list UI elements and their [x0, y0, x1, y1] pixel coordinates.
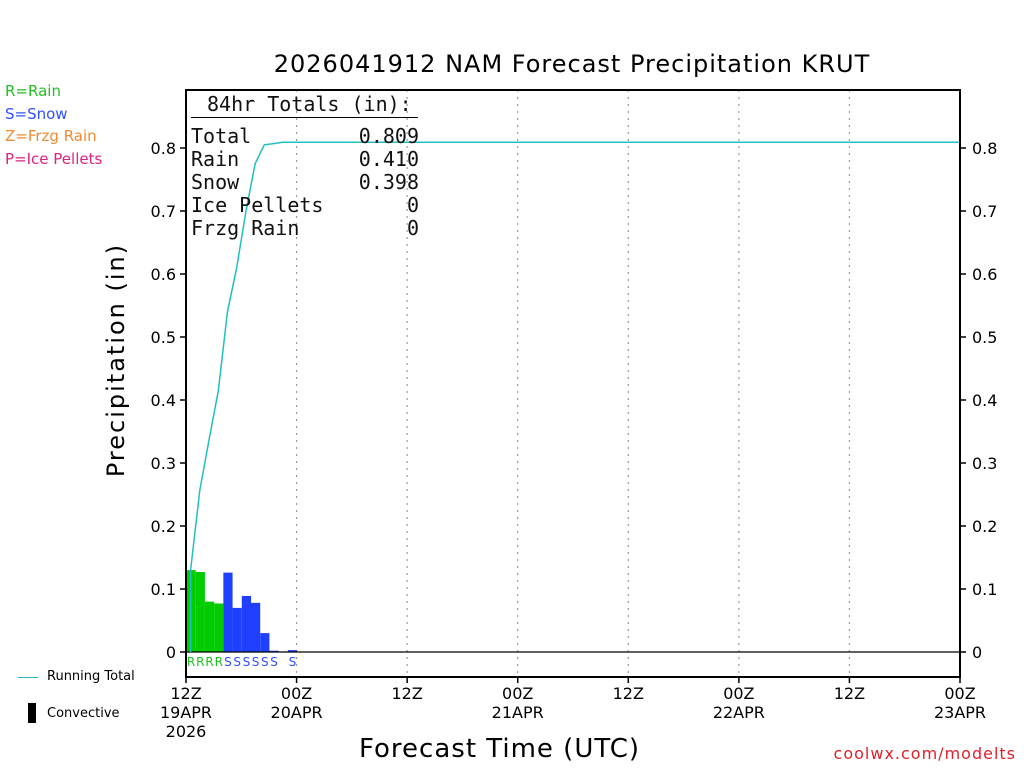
totals-row-snow: Snow 0.398 — [191, 170, 419, 194]
y-tick-label-right: 0.7 — [972, 202, 997, 221]
y-axis-label: Precipitation (in) — [102, 242, 130, 478]
legend-rain: R=Rain — [5, 82, 61, 100]
x-tick-label: 12Z — [170, 684, 201, 703]
running-total-legend-line — [18, 677, 38, 678]
x-tick-label: 23APR — [934, 703, 986, 722]
precip-bar — [241, 595, 251, 652]
precip-bar — [251, 602, 261, 652]
precip-type-letter: S — [289, 655, 297, 669]
x-tick-label: 00Z — [281, 684, 312, 703]
precip-type-letter: S — [270, 655, 278, 669]
x-tick-label: 12Z — [834, 684, 865, 703]
totals-value: 0.809 — [358, 124, 419, 148]
y-tick-label-right: 0.5 — [972, 328, 997, 347]
precip-bar — [223, 572, 233, 652]
y-tick-label-left: 0.1 — [151, 580, 176, 599]
totals-value: 0.398 — [358, 170, 419, 194]
totals-header: 84hr Totals (in): — [207, 92, 412, 116]
totals-value: 0.410 — [358, 147, 419, 171]
source-credit: coolwx.com/modelts — [833, 744, 1016, 763]
precip-bar — [269, 650, 279, 652]
y-tick-label-left: 0.2 — [151, 517, 176, 536]
totals-value: 0 — [406, 193, 419, 217]
totals-name: Rain — [191, 147, 240, 171]
x-tick-label: 00Z — [502, 684, 533, 703]
precip-type-legend: R=Rain S=Snow Z=Frzg Rain P=Ice Pellets — [5, 80, 102, 170]
running-total-line — [189, 141, 960, 652]
precip-type-letter: R — [196, 655, 204, 669]
y-tick-label-left: 0.3 — [151, 454, 176, 473]
legend-snow: S=Snow — [5, 104, 68, 123]
totals-row-ice-pellets: Ice Pellets 0 — [191, 193, 419, 217]
totals-row-rain: Rain 0.410 — [191, 147, 419, 171]
y-tick-label-right: 0.1 — [972, 580, 997, 599]
legend-ice-pellets: P=Ice Pellets — [5, 149, 103, 168]
totals-row-total: Total 0.809 — [191, 124, 419, 148]
running-total-legend-label: Running Total — [47, 669, 135, 684]
x-tick-label: 20APR — [271, 703, 323, 722]
precip-type-letter: S — [224, 655, 232, 669]
precip-type-letter: R — [215, 655, 223, 669]
y-tick-label-right: 0.8 — [972, 139, 997, 158]
y-tick-label-left: 0 — [166, 643, 176, 662]
y-tick-label-right: 0 — [972, 643, 982, 662]
precip-bar — [204, 601, 215, 652]
totals-value: 0 — [406, 216, 419, 240]
plot-frame — [185, 89, 961, 678]
y-tick-label-left: 0.5 — [151, 328, 176, 347]
x-tick-label: 12Z — [613, 684, 644, 703]
x-tick-label: 21APR — [492, 703, 544, 722]
convective-legend-swatch — [28, 703, 36, 723]
totals-underline — [191, 117, 418, 118]
precip-type-letter: R — [205, 655, 213, 669]
totals-name: Snow — [191, 170, 240, 194]
precip-bar — [287, 650, 298, 652]
y-tick-label-left: 0.7 — [151, 202, 176, 221]
x-axis-label: Forecast Time (UTC) — [359, 734, 641, 764]
y-tick-label-right: 0.4 — [972, 391, 997, 410]
precip-type-letter: S — [261, 655, 269, 669]
y-tick-label-left: 0.4 — [151, 391, 176, 410]
x-tick-label: 00Z — [723, 684, 754, 703]
y-tick-label-left: 0.6 — [151, 265, 176, 284]
precip-bar — [260, 633, 270, 652]
y-tick-label-right: 0.6 — [972, 265, 997, 284]
x-tick-label: 12Z — [391, 684, 422, 703]
chart-title: 2026041912 NAM Forecast Precipitation KR… — [273, 50, 871, 78]
y-tick-label-right: 0.3 — [972, 454, 997, 473]
precip-type-letter: R — [187, 655, 195, 669]
x-tick-label: 00Z — [944, 684, 975, 703]
precip-type-letter: S — [252, 655, 260, 669]
totals-name: Total — [191, 124, 252, 148]
precip-bar — [214, 603, 224, 652]
x-tick-label: 22APR — [713, 703, 765, 722]
precip-bar — [195, 571, 205, 652]
totals-name: Ice Pellets — [191, 193, 324, 217]
x-tick-label: 19APR — [160, 703, 212, 722]
legend-freezing-rain: Z=Frzg Rain — [5, 127, 97, 145]
y-tick-label-left: 0.8 — [151, 139, 176, 158]
x-tick-label: 2026 — [166, 722, 207, 741]
y-tick-label-right: 0.2 — [972, 517, 997, 536]
precip-type-letter: S — [233, 655, 241, 669]
totals-name: Frzg Rain — [191, 216, 300, 240]
convective-legend-label: Convective — [47, 706, 120, 721]
precip-bar — [232, 607, 242, 652]
precip-type-letter: S — [243, 655, 251, 669]
totals-row-frzg-rain: Frzg Rain 0 — [191, 216, 419, 240]
